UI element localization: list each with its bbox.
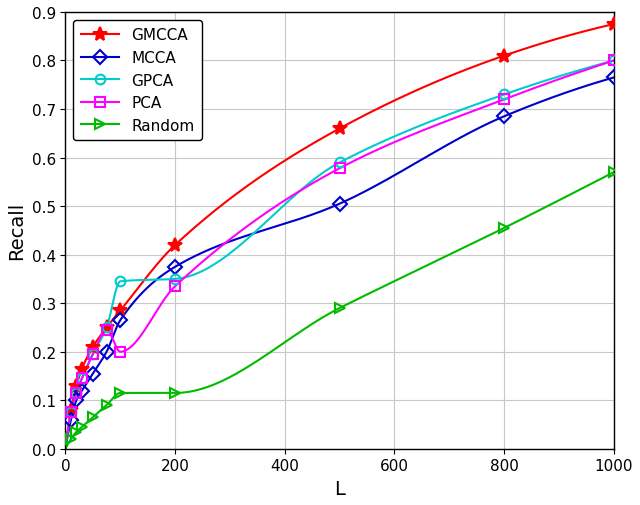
Y-axis label: Recall: Recall: [7, 202, 26, 260]
Random: [61, 446, 69, 452]
Line: Random: Random: [65, 173, 614, 449]
Line: MCCA: MCCA: [65, 78, 614, 449]
MCCA: [594, 80, 602, 86]
GPCA: [328, 164, 336, 170]
GMCCA: [493, 56, 501, 62]
PCA: [610, 59, 618, 65]
GPCA: [594, 63, 602, 69]
MCCA: [610, 75, 618, 81]
Legend: GMCCA, MCCA, GPCA, PCA, Random: GMCCA, MCCA, GPCA, PCA, Random: [73, 21, 202, 141]
Line: GMCCA: GMCCA: [65, 25, 614, 449]
Random: [594, 178, 602, 184]
MCCA: [61, 446, 69, 452]
GMCCA: [610, 22, 618, 28]
Random: [328, 310, 336, 316]
GPCA: [610, 59, 618, 65]
GMCCA: [314, 138, 321, 144]
PCA: [314, 178, 321, 184]
GPCA: [314, 174, 321, 180]
Line: GPCA: GPCA: [65, 62, 614, 449]
PCA: [90, 350, 97, 357]
X-axis label: L: L: [334, 479, 345, 498]
GMCCA: [594, 26, 602, 32]
GMCCA: [328, 130, 336, 136]
PCA: [594, 64, 602, 70]
Random: [90, 414, 97, 420]
MCCA: [328, 205, 336, 211]
GPCA: [61, 446, 69, 452]
MCCA: [594, 80, 602, 86]
GPCA: [90, 350, 97, 357]
GPCA: [493, 94, 501, 100]
Random: [610, 170, 618, 176]
Line: PCA: PCA: [65, 62, 614, 449]
GMCCA: [90, 343, 97, 349]
PCA: [328, 170, 336, 176]
PCA: [594, 64, 602, 70]
PCA: [493, 99, 501, 106]
GMCCA: [594, 26, 602, 32]
GPCA: [594, 63, 602, 69]
MCCA: [314, 210, 321, 216]
Random: [493, 229, 501, 235]
GMCCA: [61, 446, 69, 452]
MCCA: [90, 370, 97, 376]
MCCA: [493, 117, 501, 123]
PCA: [61, 446, 69, 452]
Random: [314, 318, 321, 324]
Random: [594, 178, 602, 184]
